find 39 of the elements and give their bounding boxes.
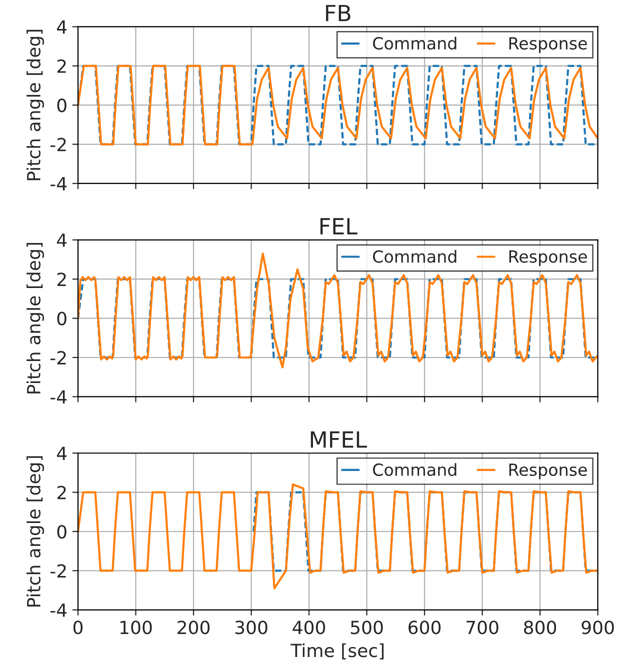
chart-title: MFEL: [310, 431, 367, 448]
y-tick-label: 4: [56, 446, 67, 460]
y-tick-label: -2: [50, 138, 66, 152]
legend-label: Response: [509, 464, 587, 480]
x-tick-label: 0: [73, 620, 83, 634]
chart-title: FB: [326, 4, 350, 22]
legend-label: Command: [373, 36, 456, 50]
y-tick-label: 0: [57, 98, 66, 112]
y-tick-label: 0: [57, 312, 66, 326]
x-tick-label: 800: [524, 620, 556, 634]
x-tick-label: 600: [408, 620, 441, 634]
y-tick-label: 2: [57, 486, 66, 500]
y-axis-title: Pitch angle [deg]: [26, 456, 44, 607]
y-tick-label: -2: [50, 564, 66, 578]
y-axis-title: Pitch angle [deg]: [26, 30, 44, 180]
y-tick-label: -4: [50, 604, 67, 617]
y-axis-title: Pitch angle [deg]: [26, 243, 44, 394]
legend-label: Command: [373, 250, 456, 263]
x-tick-label: 200: [178, 620, 210, 634]
y-tick-label: 4: [56, 20, 67, 34]
x-tick-label: 700: [466, 620, 498, 634]
legend-label: Command: [373, 463, 456, 476]
x-axis-title: Time [sec]: [290, 643, 384, 660]
y-tick-label: 2: [57, 59, 66, 73]
x-tick-label: 900: [582, 620, 614, 634]
x-tick-label: 300: [235, 620, 268, 634]
y-tick-label: -2: [50, 350, 66, 364]
legend-label: Response: [509, 250, 587, 266]
y-tick-label: -4: [50, 390, 67, 404]
y-tick-label: -4: [50, 177, 67, 190]
line-series: [78, 483, 598, 590]
y-tick-label: 2: [57, 272, 66, 286]
x-tick-label: 100: [120, 620, 152, 634]
x-tick-label: 500: [350, 620, 383, 634]
y-tick-label: 0: [57, 524, 66, 539]
x-tick-label: 400: [292, 620, 326, 634]
chart-title: FEL: [320, 218, 358, 234]
legend-label: Response: [509, 37, 587, 53]
y-tick-label: 4: [56, 234, 67, 247]
